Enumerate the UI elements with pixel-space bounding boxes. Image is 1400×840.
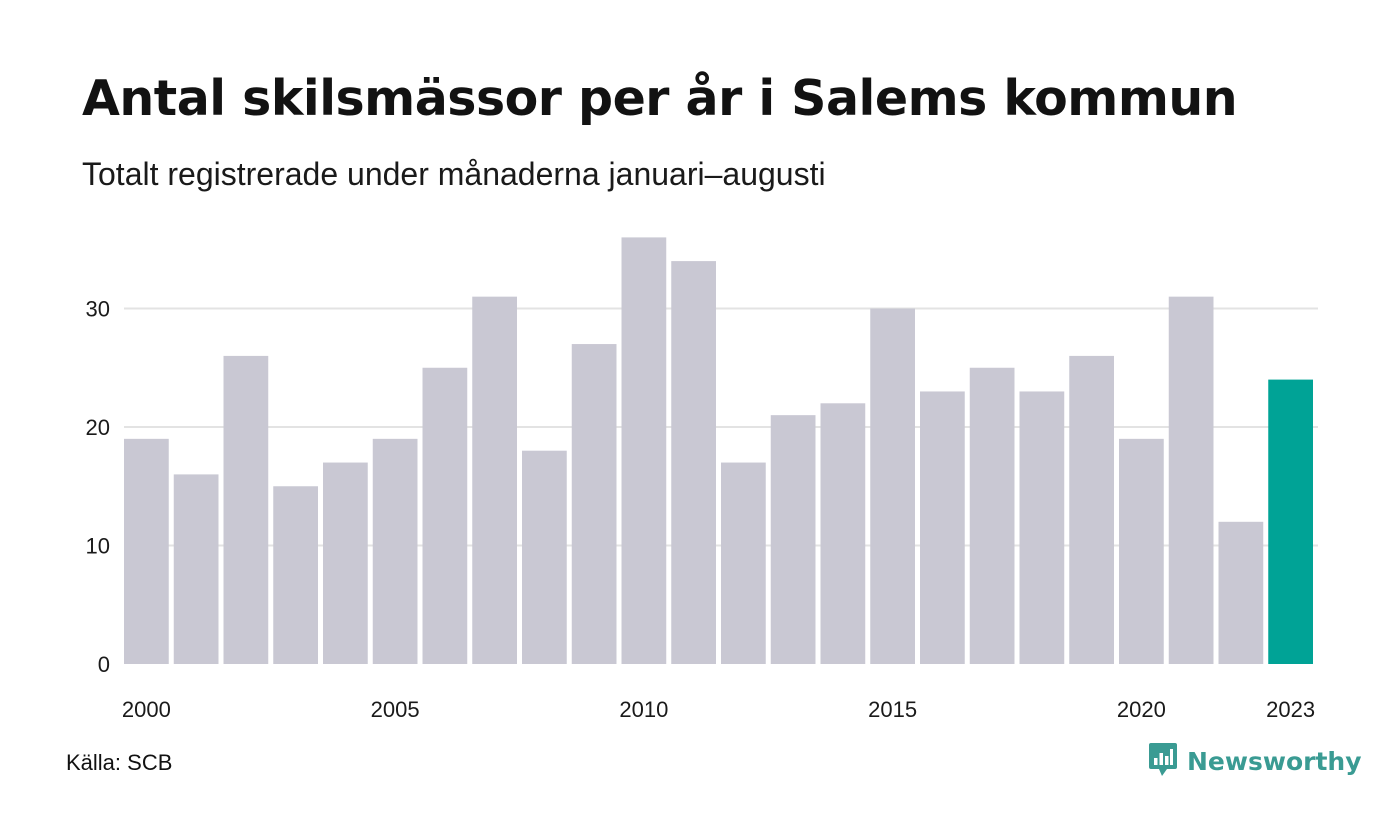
bar-2012 [721,462,766,664]
bar-2003 [273,486,318,664]
newsworthy-logo-icon [1149,743,1177,776]
bar-2022 [1218,521,1264,664]
bars [124,237,1313,664]
bar-2018 [1019,391,1065,664]
bar-2015 [870,308,915,664]
bar-2013 [770,415,816,664]
bar-2011 [671,261,716,664]
bar-2023 [1268,379,1313,664]
source-label: Källa: SCB [66,750,173,775]
chart-subtitle: Totalt registrerade under månaderna janu… [82,156,826,192]
bar-2017 [969,367,1015,664]
bar-2000 [124,438,169,664]
bar-2007 [472,296,517,664]
bar-2016 [920,391,965,664]
bar-2009 [571,344,617,664]
bar-2014 [820,403,866,664]
y-tick-label: 0 [98,652,110,677]
bar-2021 [1168,296,1214,664]
bar-2001 [173,474,219,664]
bar-2005 [372,438,418,664]
x-axis-ticks: 2000 2005 2010 2015 2020 2023 [122,697,1315,722]
chart-title: Antal skilsmässor per år i Salems kommun [82,70,1238,127]
y-tick-label: 10 [86,534,110,559]
newsworthy-logo: Newsworthy [1148,742,1362,780]
newsworthy-logo-text: Newsworthy [1187,746,1362,776]
x-tick-label: 2023 [1266,697,1315,722]
y-tick-label: 30 [86,297,110,322]
x-tick-label: 2000 [122,697,171,722]
y-axis-ticks: 0 10 20 30 [86,297,110,678]
x-tick-label: 2015 [868,697,917,722]
y-tick-label: 20 [86,415,110,440]
bar-2008 [522,450,567,664]
x-tick-label: 2010 [619,697,668,722]
bar-2010 [621,237,667,664]
bar-2006 [422,367,468,664]
x-tick-label: 2020 [1117,697,1166,722]
bar-2019 [1069,355,1114,664]
bar-2002 [223,355,269,664]
bar-2020 [1119,438,1164,664]
x-tick-label: 2005 [371,697,420,722]
bar-2004 [323,462,368,664]
